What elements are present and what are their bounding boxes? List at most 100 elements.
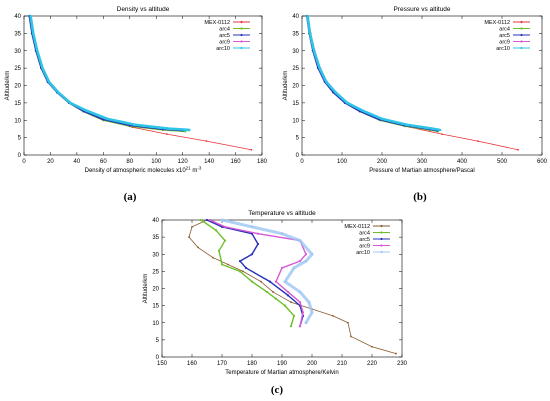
- chart-title: Pressure vs altitude: [393, 6, 450, 13]
- series-line-arc10: [220, 218, 314, 325]
- data-point-mex-0112: [212, 256, 214, 259]
- data-point-arc10: [308, 32, 312, 35]
- chart-title: Temperature vs altitude: [248, 210, 316, 217]
- data-point-arc10: [304, 260, 308, 263]
- y-tick-label: 15: [152, 304, 159, 310]
- legend-marker-arc5: [240, 33, 243, 37]
- x-axis-label-text: Density of atmospheric molecules x10: [85, 168, 187, 174]
- y-tick-label: 35: [14, 31, 21, 37]
- legend-label: arc9: [499, 40, 510, 46]
- y-tick-label: 30: [292, 49, 299, 55]
- x-axis-label: Temperature of Martian atmosphere/Kelvin: [225, 370, 338, 376]
- data-point-arc9: [298, 301, 302, 304]
- data-point-arc9: [274, 280, 278, 283]
- data-point-arc10: [361, 109, 364, 112]
- legend-marker-arc10: [380, 250, 383, 254]
- x-tick-label: 180: [257, 159, 268, 165]
- x-tick-label: 180: [247, 361, 258, 367]
- legend-label: arc10: [496, 46, 510, 52]
- x-tick-label: 220: [367, 361, 378, 367]
- x-axis-label-unit-exponent: -3: [197, 166, 201, 171]
- data-point-mex-0112: [290, 301, 292, 304]
- x-tick-label: 210: [337, 361, 348, 367]
- data-point-arc4: [199, 218, 203, 222]
- legend-marker-arc4: [520, 27, 523, 30]
- series-line-mex-0112: [30, 15, 252, 151]
- data-point-mex-0112: [205, 140, 208, 143]
- data-point-arc5: [244, 266, 248, 270]
- data-point-arc10: [304, 321, 308, 324]
- y-tick-label: 35: [292, 31, 299, 37]
- data-point-arc4: [292, 314, 296, 317]
- data-point-arc10: [307, 301, 311, 304]
- data-point-arc10: [280, 232, 284, 235]
- y-tick-label: 20: [152, 287, 159, 293]
- data-point-mex-0112: [191, 225, 193, 228]
- legend-label: MEX-0112: [484, 20, 510, 26]
- chart-pressure: Pressure vs altitude 0 100 200 300 400 500 600 0…: [280, 0, 550, 175]
- data-point-mex-0112: [477, 140, 479, 143]
- data-point-arc10: [334, 91, 337, 94]
- data-point-arc10: [310, 253, 314, 256]
- legend-marker-arc5: [520, 33, 523, 37]
- y-tick-label: 15: [14, 101, 21, 107]
- data-point-arc10: [346, 101, 349, 104]
- y-tick-label: 25: [14, 66, 21, 72]
- chart-temperature: Temperature vs altitude 150 160 170 180 190 20…: [140, 210, 410, 380]
- y-tick-label: 10: [14, 118, 21, 124]
- y-tick-label: 25: [292, 66, 299, 72]
- data-point-arc4: [220, 263, 224, 266]
- x-tick-label: 20: [47, 159, 54, 165]
- x-tick-label: 160: [187, 361, 198, 367]
- caption-b: (b): [413, 191, 427, 203]
- legend-marker-arc9: [380, 244, 383, 247]
- data-point-arc10: [283, 280, 287, 283]
- data-point-arc10: [380, 117, 384, 120]
- data-point-mex-0112: [347, 321, 349, 324]
- data-point-arc10: [438, 128, 442, 132]
- data-point-arc10: [32, 32, 35, 35]
- data-point-arc10: [29, 14, 32, 18]
- y-axis-label: Altitude/km: [283, 71, 289, 101]
- legend-label: arc4: [219, 27, 230, 33]
- legend-marker-mex-0112: [380, 224, 383, 228]
- series-line-arc9: [29, 15, 189, 131]
- caption-c: (c): [270, 384, 284, 396]
- data-point-mex-0112: [332, 315, 334, 317]
- data-point-arc10: [220, 218, 224, 222]
- data-point-arc10: [306, 14, 309, 18]
- x-tick-label: 600: [537, 159, 548, 165]
- y-tick-label: 15: [292, 101, 299, 107]
- data-point-arc10: [36, 49, 39, 52]
- data-point-arc5: [268, 280, 272, 283]
- data-point-mex-0112: [165, 133, 168, 136]
- data-point-arc4: [265, 290, 269, 294]
- legend-marker-arc4: [240, 27, 243, 30]
- chart-title: Density vs altitude: [117, 6, 170, 13]
- y-tick-label: 30: [152, 252, 159, 258]
- y-tick-label: 20: [292, 84, 299, 90]
- legend-marker-mex-0112: [520, 20, 523, 24]
- data-point-arc4: [217, 249, 221, 252]
- data-point-arc4: [289, 325, 293, 328]
- y-tick-label: 0: [18, 153, 22, 159]
- x-tick-label: 120: [178, 159, 189, 165]
- data-point-arc9: [286, 290, 290, 294]
- legend-label: arc5: [499, 33, 510, 39]
- legend-label: arc9: [219, 40, 230, 46]
- x-axis-label: Pressure of Martian atmosphere/Pascal: [369, 168, 474, 174]
- data-point-arc10: [167, 127, 170, 130]
- data-point-arc10: [310, 311, 314, 314]
- data-point-mex-0112: [441, 133, 443, 136]
- x-axis-label-unit: m: [191, 168, 198, 174]
- data-point-arc5: [205, 218, 209, 222]
- x-tick-label: 400: [457, 159, 468, 165]
- legend-marker-arc10: [520, 46, 523, 50]
- series-line-arc10: [29, 14, 191, 132]
- legend-label: MEX-0112: [204, 20, 230, 26]
- series-line-arc10: [306, 14, 442, 132]
- data-point-arc4: [223, 239, 227, 242]
- x-tick-label: 100: [151, 159, 162, 165]
